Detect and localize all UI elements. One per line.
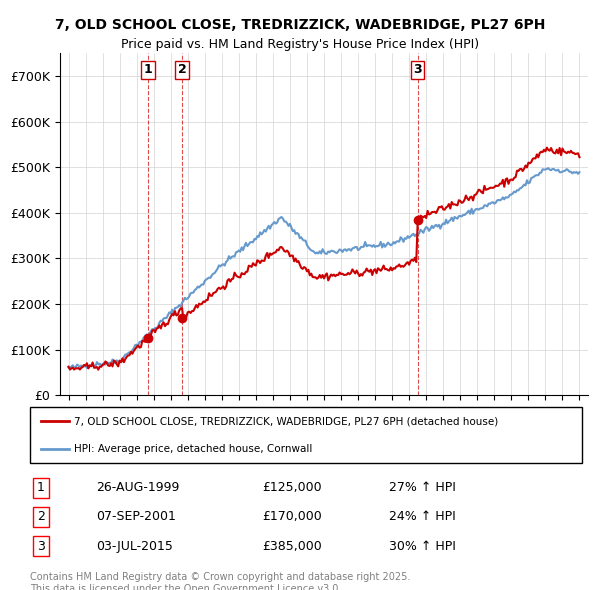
Text: 27% ↑ HPI: 27% ↑ HPI: [389, 481, 455, 494]
Text: 07-SEP-2001: 07-SEP-2001: [96, 510, 176, 523]
Text: 03-JUL-2015: 03-JUL-2015: [96, 539, 173, 553]
Text: £125,000: £125,000: [262, 481, 322, 494]
Text: £170,000: £170,000: [262, 510, 322, 523]
Text: 3: 3: [413, 63, 422, 76]
Text: 2: 2: [178, 63, 187, 76]
Text: 1: 1: [143, 63, 152, 76]
Text: HPI: Average price, detached house, Cornwall: HPI: Average price, detached house, Corn…: [74, 444, 313, 454]
Text: 2: 2: [37, 510, 45, 523]
Text: £385,000: £385,000: [262, 539, 322, 553]
Text: 1: 1: [37, 481, 45, 494]
Text: Contains HM Land Registry data © Crown copyright and database right 2025.
This d: Contains HM Land Registry data © Crown c…: [30, 572, 410, 590]
Text: 24% ↑ HPI: 24% ↑ HPI: [389, 510, 455, 523]
Text: 7, OLD SCHOOL CLOSE, TREDRIZZICK, WADEBRIDGE, PL27 6PH: 7, OLD SCHOOL CLOSE, TREDRIZZICK, WADEBR…: [55, 18, 545, 32]
Text: Price paid vs. HM Land Registry's House Price Index (HPI): Price paid vs. HM Land Registry's House …: [121, 38, 479, 51]
Text: 26-AUG-1999: 26-AUG-1999: [96, 481, 179, 494]
Text: 30% ↑ HPI: 30% ↑ HPI: [389, 539, 455, 553]
Text: 7, OLD SCHOOL CLOSE, TREDRIZZICK, WADEBRIDGE, PL27 6PH (detached house): 7, OLD SCHOOL CLOSE, TREDRIZZICK, WADEBR…: [74, 416, 499, 426]
FancyBboxPatch shape: [30, 407, 582, 463]
Text: 3: 3: [37, 539, 45, 553]
